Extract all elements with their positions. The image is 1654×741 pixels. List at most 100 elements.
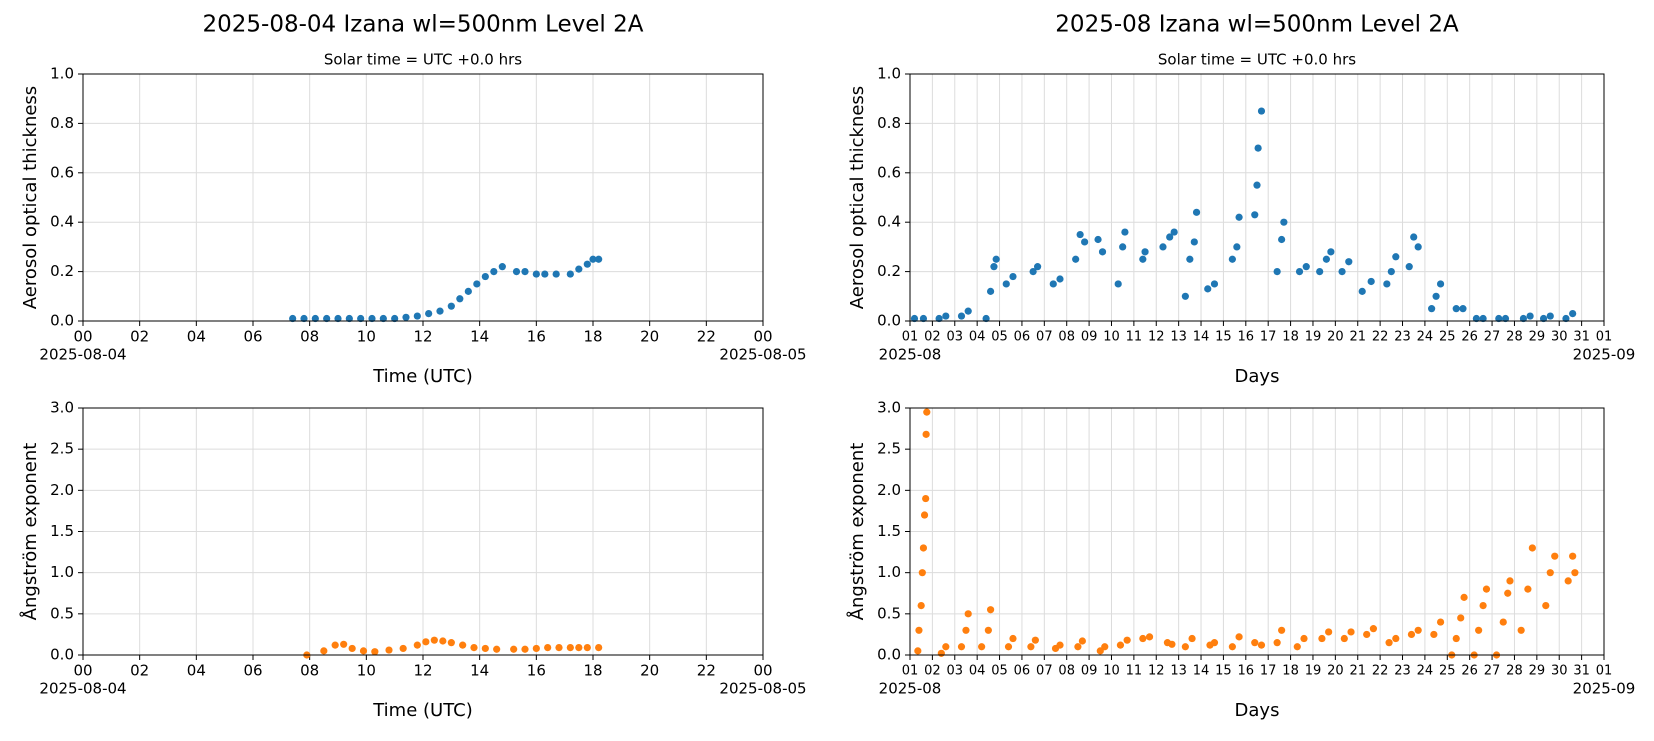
data-point	[1460, 593, 1468, 601]
x-tick-label: 01	[902, 330, 919, 345]
x-tick-label: 20	[640, 662, 659, 680]
y-tick-label: 1.5	[50, 522, 74, 540]
data-point	[1383, 280, 1391, 288]
data-point	[1190, 238, 1198, 246]
data-point	[1562, 314, 1570, 323]
data-point	[915, 626, 923, 634]
data-point	[1385, 639, 1393, 647]
data-point	[919, 314, 928, 323]
data-point	[1501, 314, 1510, 323]
data-point	[300, 314, 308, 323]
data-point	[1076, 230, 1084, 239]
x-tick-label: 28	[1506, 664, 1523, 679]
data-point	[348, 644, 356, 653]
y-tick-label: 0.0	[877, 312, 901, 330]
data-point	[1564, 577, 1572, 585]
data-point	[1318, 634, 1326, 643]
data-point	[1257, 107, 1266, 115]
y-tick-label: 1.0	[877, 563, 901, 581]
data-point	[1181, 643, 1189, 651]
data-point	[957, 312, 966, 320]
data-point	[323, 314, 331, 323]
data-point	[1116, 641, 1125, 649]
x-tick-label: 02	[924, 664, 941, 679]
x-tick-label: 19	[1305, 664, 1322, 679]
x-tick-label: 04	[969, 664, 986, 679]
x-axis-label: Days	[1235, 366, 1280, 387]
data-point	[1569, 309, 1577, 318]
x-tick-label: 24	[1417, 330, 1434, 345]
x-tick-label: 06	[1014, 330, 1031, 345]
chart-subtitle: Solar time = UTC +0.0 hrs	[324, 51, 522, 69]
x-tick-label: 02	[130, 328, 149, 346]
x-tick-label: 08	[1058, 330, 1075, 345]
x-tick-label: 24	[1417, 664, 1434, 679]
data-point	[1235, 213, 1243, 221]
x-axis-label: Days	[1235, 700, 1280, 721]
y-tick-label: 0.2	[877, 262, 901, 280]
data-point	[1228, 255, 1236, 263]
data-point	[1546, 569, 1554, 577]
data-point	[1145, 633, 1154, 641]
data-point	[1569, 552, 1577, 560]
subplot: 2025-08-04 Izana wl=500nm Level 2A Solar …	[20, 12, 807, 388]
data-point	[1078, 637, 1086, 645]
data-point	[935, 314, 943, 323]
x-tick-label: 12	[413, 328, 432, 346]
data-point	[1204, 285, 1212, 293]
data-point	[1551, 552, 1559, 560]
y-tick-label: 0.5	[50, 604, 74, 622]
data-point	[555, 643, 563, 652]
data-point	[470, 643, 478, 652]
data-point	[1452, 634, 1460, 643]
data-point	[1233, 243, 1241, 251]
data-point	[1300, 634, 1308, 643]
x-tick-label: 09	[1081, 664, 1098, 679]
data-point	[986, 287, 995, 295]
data-point	[430, 636, 438, 644]
x-tick-label: 14	[470, 662, 489, 680]
y-tick-label: 2.5	[50, 440, 74, 458]
data-point	[413, 641, 421, 649]
data-point	[1542, 602, 1550, 610]
data-point	[922, 494, 930, 503]
data-point	[1235, 633, 1243, 641]
data-point	[964, 610, 972, 618]
x-tick-label: 00	[73, 328, 92, 346]
data-point	[1278, 626, 1286, 634]
y-tick-label: 0.0	[50, 312, 74, 330]
x-tick-label: 25	[1439, 330, 1456, 345]
data-point	[1414, 626, 1422, 634]
x-tick-label: 31	[1573, 664, 1590, 679]
x-tick-label: 16	[527, 328, 546, 346]
data-point	[1139, 634, 1147, 643]
data-point	[923, 408, 931, 416]
data-point	[1482, 585, 1491, 593]
data-point	[1098, 248, 1107, 256]
y-tick-label: 0.0	[50, 646, 74, 664]
data-point	[311, 314, 319, 323]
y-tick-label: 1.0	[877, 65, 901, 83]
data-point	[521, 268, 529, 276]
data-point	[1546, 312, 1554, 320]
plot-frame	[909, 73, 1605, 322]
data-point	[1528, 544, 1536, 552]
data-point	[1316, 268, 1324, 276]
data-point	[552, 270, 560, 278]
y-tick-label: 0.0	[877, 646, 901, 664]
data-point	[1414, 243, 1422, 251]
x-tick-label: 14	[1193, 664, 1210, 679]
data-point	[964, 307, 972, 315]
x-tick-label: 27	[1484, 664, 1501, 679]
x-tick-label: 07	[1036, 330, 1053, 345]
subplot: 2025-08 Izana wl=500nm Level 2A Solar tim…	[847, 12, 1635, 388]
x-tick-label: 18	[1282, 664, 1299, 679]
data-point	[1273, 639, 1281, 647]
data-point	[359, 647, 368, 655]
data-point	[425, 309, 433, 318]
y-tick-label: 3.0	[877, 399, 901, 417]
chart-title: 2025-08-04 Izana wl=500nm Level 2A	[203, 12, 644, 38]
data-point	[910, 314, 919, 323]
data-point	[1009, 634, 1017, 643]
